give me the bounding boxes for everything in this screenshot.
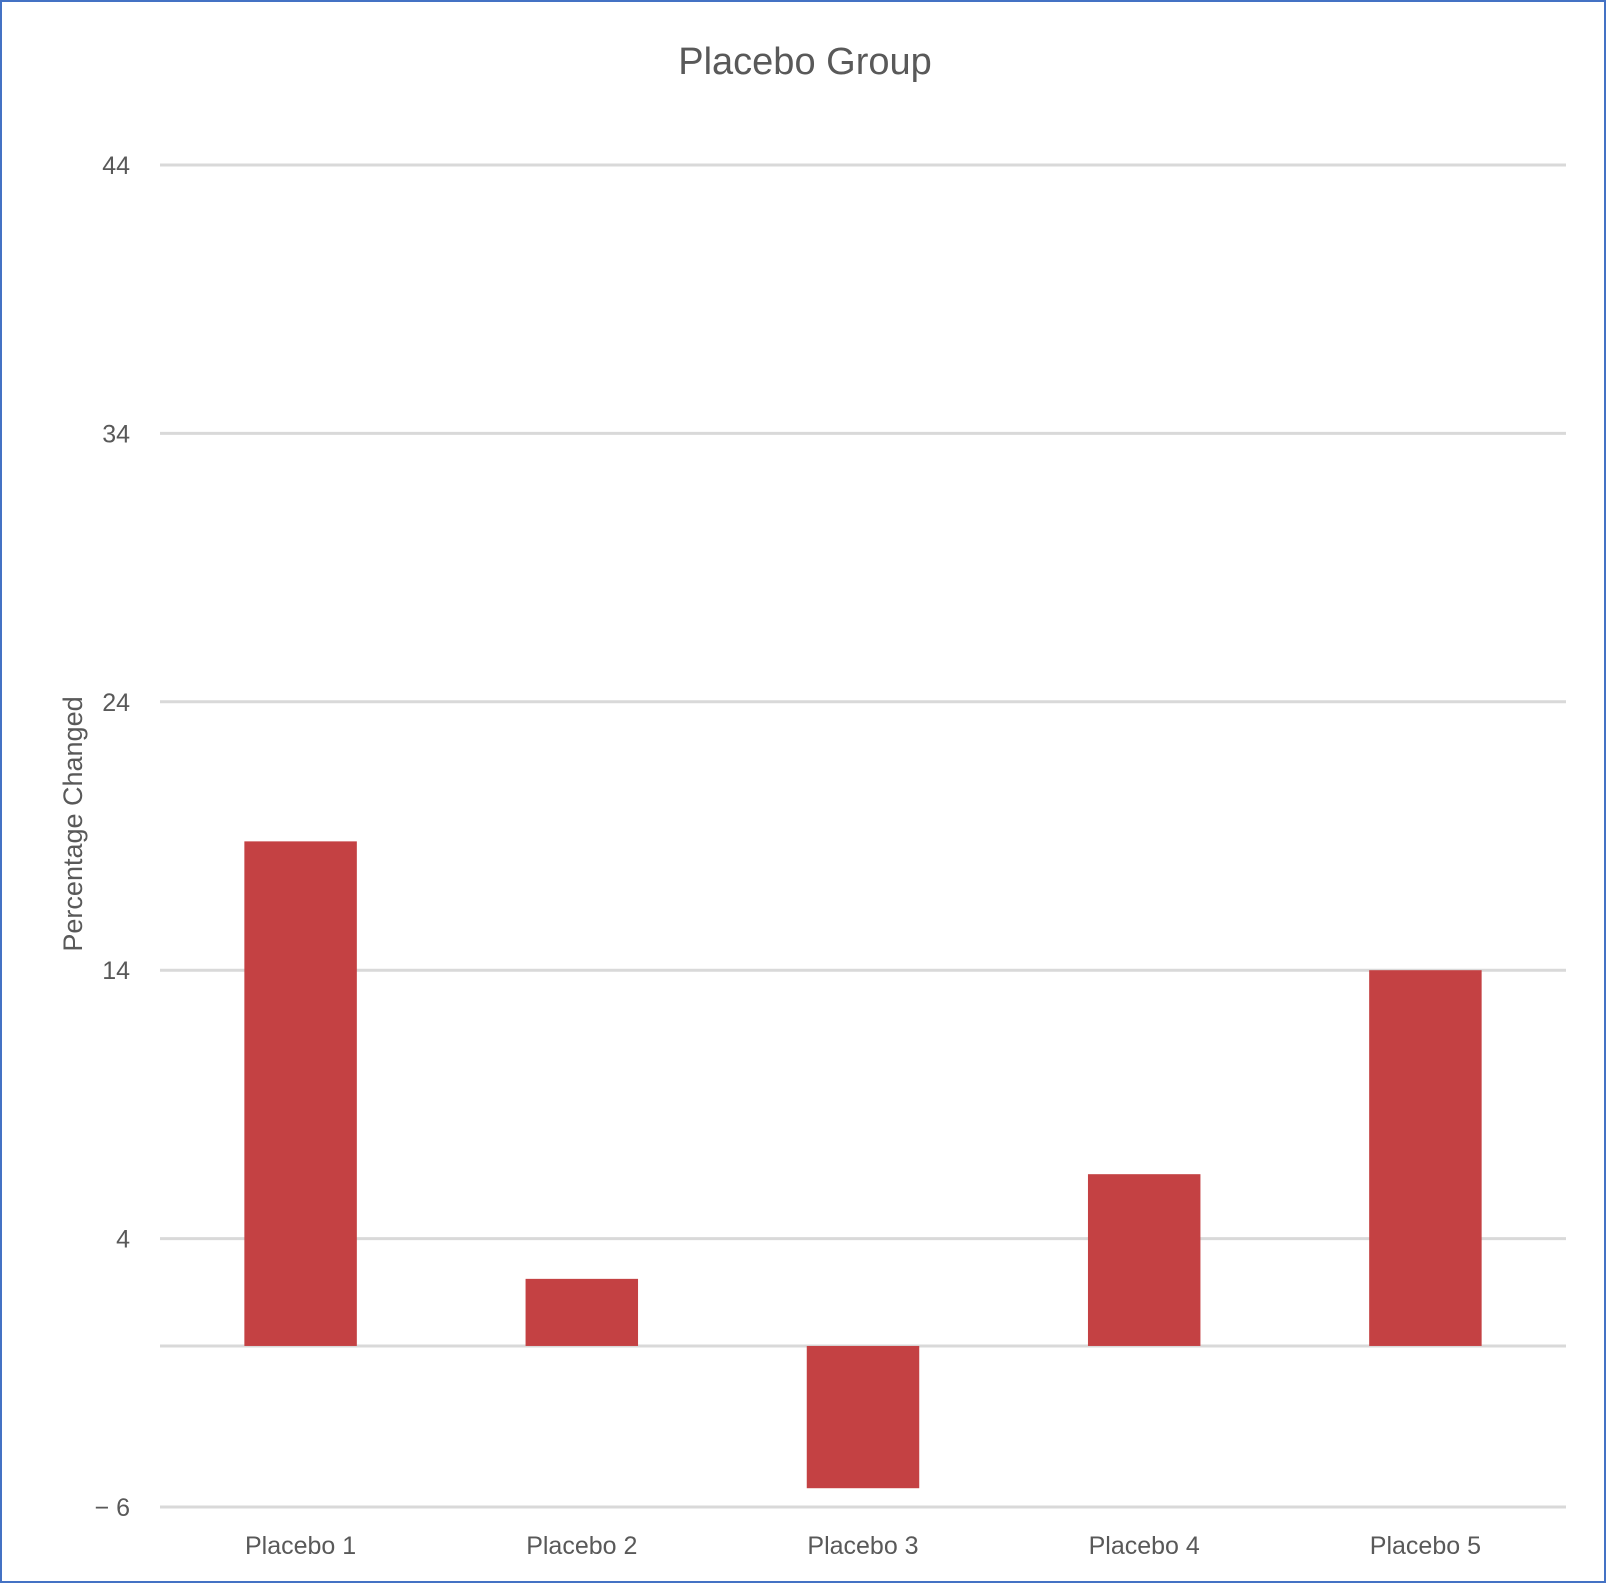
x-tick-label: Placebo 5 (1370, 1532, 1481, 1560)
y-tick-label: 4 (116, 1226, 130, 1254)
bar-placebo-5 (1369, 970, 1482, 1346)
bar-placebo-2 (525, 1278, 639, 1346)
y-tick-label: 14 (102, 957, 130, 985)
bars (244, 841, 1482, 1489)
x-tick-label: Placebo 3 (807, 1532, 918, 1560)
bar-placebo-1 (244, 841, 357, 1346)
y-axis-ticks: − 6 4 14 24 34 44 (95, 152, 131, 1522)
chart-title: Placebo Group (678, 41, 932, 83)
x-tick-label: Placebo 1 (245, 1532, 356, 1560)
bar-placebo-4 (1087, 1174, 1201, 1346)
y-tick-label: 44 (102, 152, 130, 180)
x-tick-label: Placebo 2 (526, 1532, 637, 1560)
y-axis-title: Percentage Changed (58, 696, 88, 951)
y-tick-label: 34 (102, 420, 130, 448)
y-tick-label: 24 (102, 689, 130, 717)
x-axis-ticks: Placebo 1 Placebo 2 Placebo 3 Placebo 4 Plac… (245, 1532, 1481, 1560)
x-tick-label: Placebo 4 (1089, 1532, 1200, 1560)
y-tick-label: − 6 (95, 1494, 130, 1522)
gridlines (160, 163, 1566, 1509)
bar-placebo-3 (806, 1345, 920, 1489)
